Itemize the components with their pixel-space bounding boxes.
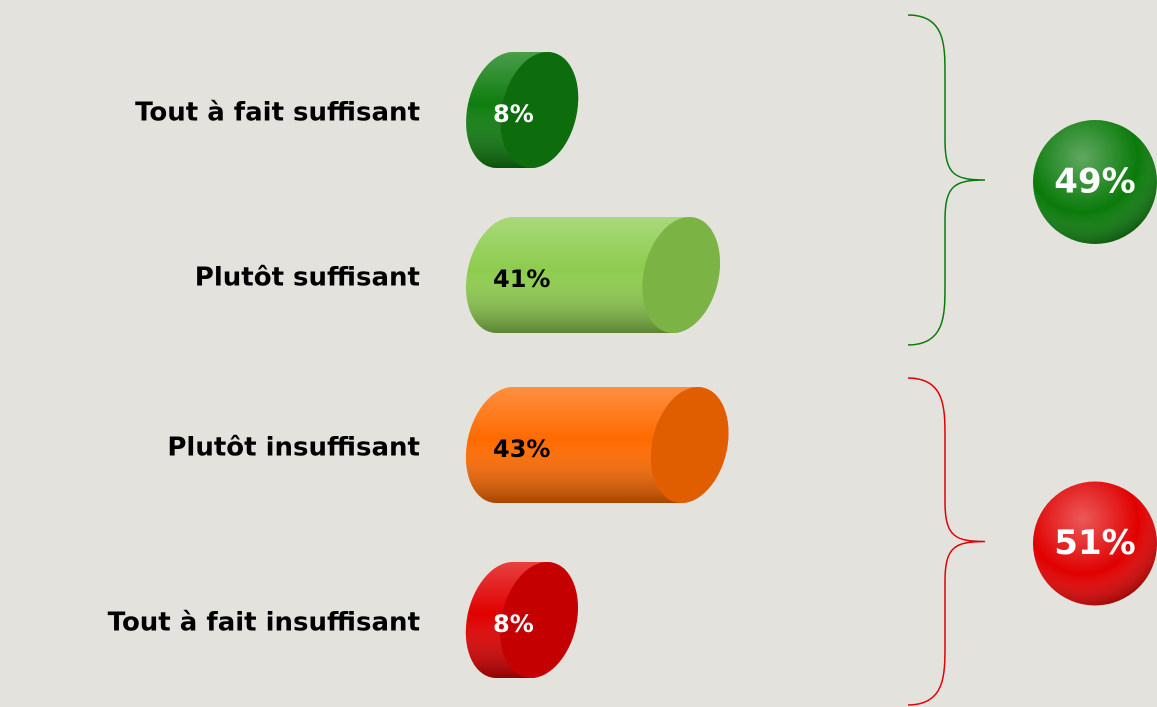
value-label: 8% [493, 100, 534, 128]
bar-end-cap [650, 387, 729, 503]
group-total-shading [1033, 120, 1157, 244]
bar-end-cap [500, 562, 578, 678]
value-label: 43% [493, 435, 550, 463]
brace [907, 14, 986, 346]
group-total-label: 49% [1054, 162, 1135, 202]
category-label: Tout à fait insuffisant [108, 608, 420, 638]
value-label: 41% [493, 265, 550, 293]
bar-end-cap-shade [500, 52, 579, 168]
bar-end-cap-shade [650, 387, 729, 503]
bar-end-cap-shade [642, 217, 721, 333]
brace [907, 377, 986, 706]
group-total-label: 51% [1054, 523, 1135, 563]
group-total-shading [1033, 481, 1157, 606]
bar-end-cap [500, 52, 579, 168]
category-label: Plutôt insuffisant [167, 433, 420, 463]
category-label: Tout à fait suffisant [135, 98, 420, 128]
bar-end-cap [642, 217, 721, 333]
category-label: Plutôt suffisant [195, 263, 420, 293]
value-label: 8% [493, 610, 534, 638]
bar-end-cap-shade [500, 562, 578, 678]
